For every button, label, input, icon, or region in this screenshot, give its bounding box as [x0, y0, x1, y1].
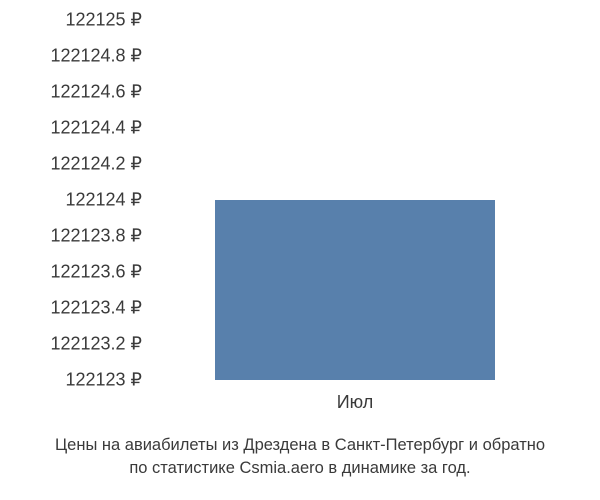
y-tick-label: 122123.2 ₽: [2, 334, 142, 355]
chart-caption: Цены на авиабилеты из Дрездена в Санкт-П…: [0, 434, 600, 480]
caption-line-2: по статистике Csmia.aero в динамике за г…: [20, 457, 580, 480]
y-tick-label: 122125 ₽: [2, 10, 142, 31]
y-tick-label: 122123 ₽: [2, 370, 142, 391]
bar: [215, 200, 495, 380]
y-tick-label: 122124.8 ₽: [2, 46, 142, 67]
y-tick-label: 122124.6 ₽: [2, 82, 142, 103]
y-tick-label: 122123.4 ₽: [2, 298, 142, 319]
y-tick-label: 122124 ₽: [2, 190, 142, 211]
x-tick-label: Июл: [337, 392, 374, 413]
y-tick-label: 122123.6 ₽: [2, 262, 142, 283]
y-tick-label: 122124.4 ₽: [2, 118, 142, 139]
plot-area: Июл: [155, 20, 555, 380]
y-tick-label: 122123.8 ₽: [2, 226, 142, 247]
y-axis: 122125 ₽122124.8 ₽122124.6 ₽122124.4 ₽12…: [0, 20, 150, 380]
y-tick-label: 122124.2 ₽: [2, 154, 142, 175]
chart-container: 122125 ₽ 122124.8 ₽ 122124.6 ₽ 122124.4 ₽ 12…: [0, 0, 600, 500]
caption-line-1: Цены на авиабилеты из Дрездена в Санкт-П…: [20, 434, 580, 457]
